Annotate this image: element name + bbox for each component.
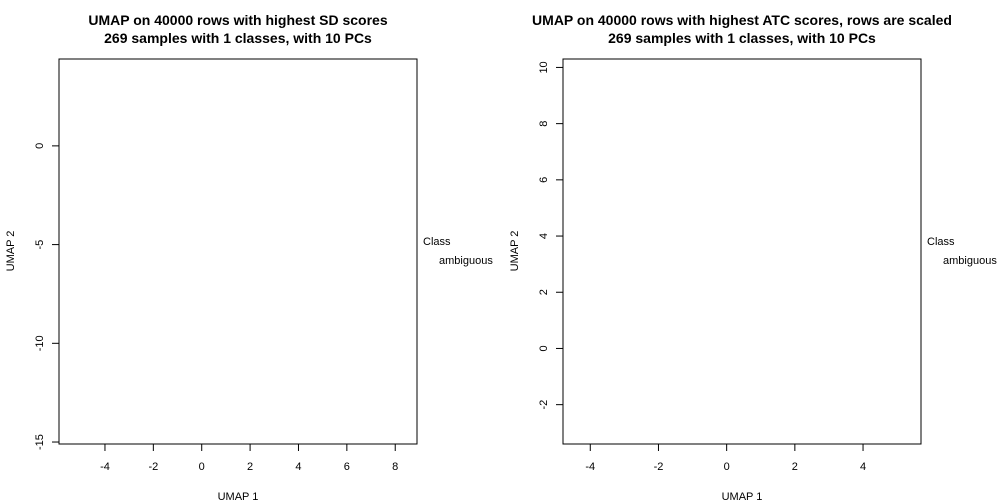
legend-entry-ambiguous: ambiguous [943,255,997,267]
y-tick-label: -10 [34,335,46,351]
y-axis: -15 -10 -5 0 [34,143,60,450]
y-tick-label: 6 [538,177,550,183]
legend-entry-ambiguous: ambiguous [439,255,493,267]
y-tick-label: 4 [538,233,550,239]
chart-subtitle: 269 samples with 1 classes, with 10 PCs [608,30,876,46]
y-tick-label: -5 [34,240,46,250]
chart-title: UMAP on 40000 rows with highest ATC scor… [532,12,952,28]
y-axis: -2 0 2 4 6 8 10 [538,61,564,410]
x-axis: -4 -2 0 2 4 [585,443,866,473]
x-axis-label: UMAP 1 [722,491,763,503]
umap-chart-atc-svg: UMAP on 40000 rows with highest ATC scor… [509,12,997,503]
x-tick-label: 2 [792,461,798,473]
y-tick-label: 0 [538,345,550,351]
y-tick-label: -15 [34,434,46,450]
x-tick-label: 6 [344,461,350,473]
x-axis-label: UMAP 1 [218,491,259,503]
umap-chart-sd: UMAP on 40000 rows with highest SD score… [5,12,493,503]
chart-title: UMAP on 40000 rows with highest SD score… [88,12,387,28]
x-tick-label: 4 [295,461,301,473]
y-axis-label: UMAP 2 [5,231,17,272]
y-tick-label: 0 [34,143,46,149]
plot-frame [58,58,418,445]
plot-frame [562,58,922,445]
x-tick-label: -2 [148,461,158,473]
x-axis: -4 -2 0 2 4 6 8 [100,443,398,473]
legend-title: Class [423,236,451,248]
chart-subtitle: 269 samples with 1 classes, with 10 PCs [104,30,372,46]
x-tick-label: -2 [654,461,664,473]
x-tick-label: 0 [724,461,730,473]
x-tick-label: 2 [247,461,253,473]
x-tick-label: 8 [392,461,398,473]
y-tick-label: 8 [538,121,550,127]
x-tick-label: -4 [100,461,110,473]
y-tick-label: 10 [538,61,550,73]
y-tick-label: -2 [538,400,550,410]
x-tick-label: -4 [585,461,595,473]
x-tick-label: 4 [860,461,866,473]
umap-chart-sd-svg: UMAP on 40000 rows with highest SD score… [5,12,493,503]
umap-chart-atc: UMAP on 40000 rows with highest ATC scor… [504,0,1008,504]
legend-title: Class [927,236,955,248]
x-tick-label: 0 [199,461,205,473]
y-axis-label: UMAP 2 [509,231,521,272]
y-tick-label: 2 [538,289,550,295]
